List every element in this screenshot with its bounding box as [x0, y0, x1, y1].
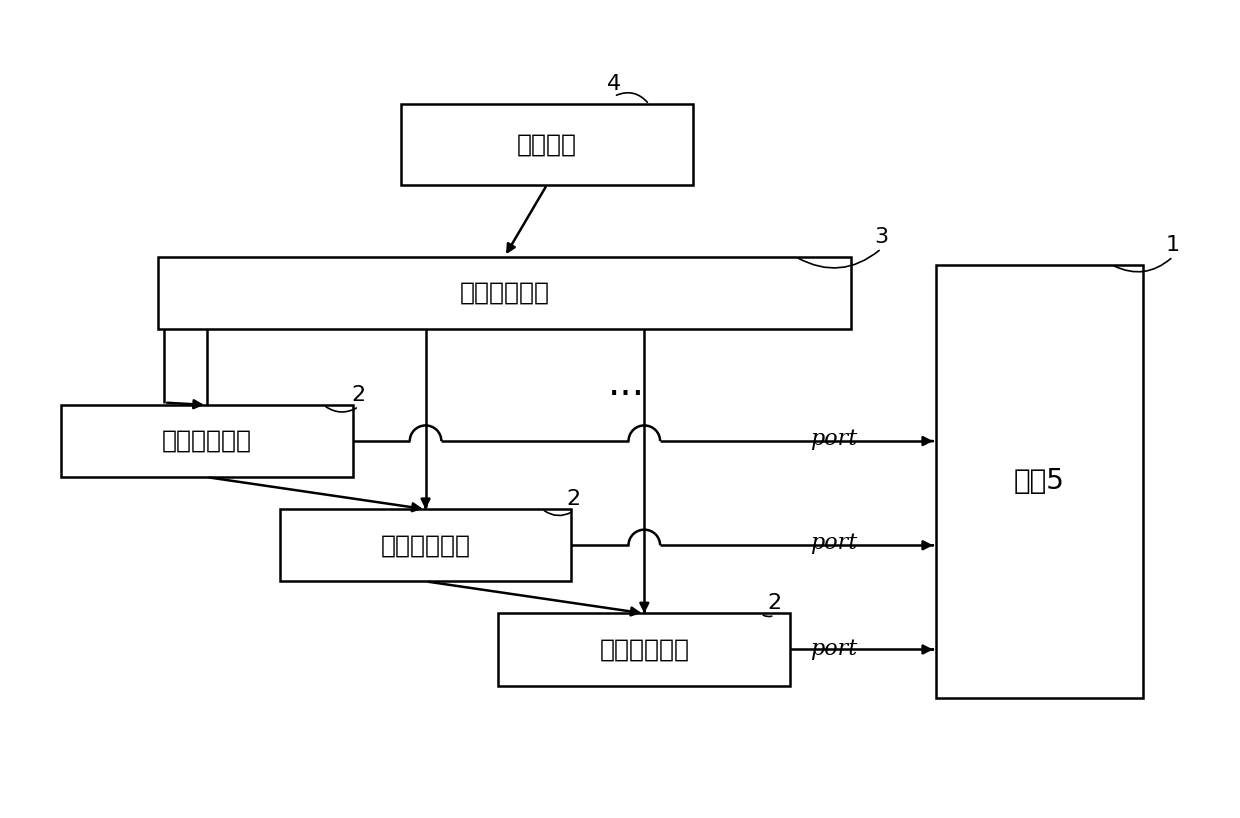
FancyArrowPatch shape: [326, 407, 356, 412]
Text: ···: ···: [608, 375, 645, 414]
Text: 2: 2: [352, 384, 366, 405]
Bar: [61, 405, 352, 477]
Text: 2: 2: [768, 593, 781, 613]
Bar: [280, 509, 572, 582]
Text: 腔刖5: 腔刖5: [1014, 467, 1065, 495]
Bar: [936, 265, 1142, 698]
Text: 相控功率模块: 相控功率模块: [599, 637, 689, 662]
FancyArrowPatch shape: [1114, 258, 1171, 272]
Text: 相控功率模块: 相控功率模块: [381, 533, 470, 557]
FancyArrowPatch shape: [763, 615, 771, 617]
Text: 4: 4: [606, 74, 621, 94]
Text: port: port: [810, 639, 857, 660]
Text: 1: 1: [1166, 235, 1180, 254]
Text: port: port: [810, 532, 857, 554]
Bar: [498, 614, 790, 685]
Text: 微处理器: 微处理器: [517, 133, 577, 156]
Text: 串行外设接口: 串行外设接口: [460, 281, 549, 305]
Text: 相控功率模块: 相控功率模块: [162, 429, 252, 453]
Text: 3: 3: [874, 227, 888, 247]
Text: port: port: [810, 428, 857, 450]
FancyArrowPatch shape: [797, 250, 879, 268]
FancyArrowPatch shape: [616, 92, 647, 102]
Bar: [402, 105, 693, 185]
Text: 2: 2: [567, 489, 580, 509]
FancyArrowPatch shape: [544, 510, 572, 515]
Bar: [159, 257, 851, 329]
